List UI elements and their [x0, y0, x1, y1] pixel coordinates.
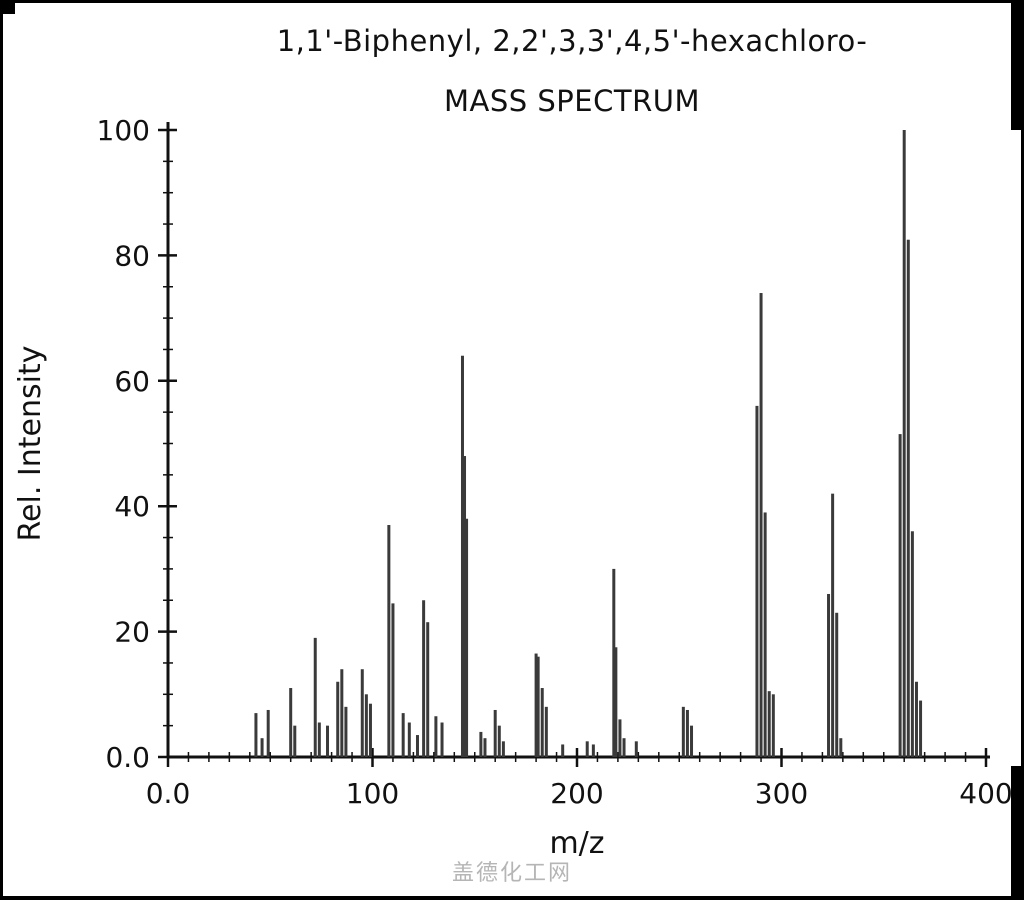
- peak-bar: [460, 355, 464, 757]
- watermark: 盖德化工网: [451, 861, 572, 886]
- peak-bar: [497, 725, 501, 757]
- tick-marks: [158, 128, 988, 767]
- y-axis-label: Rel. Intensity: [13, 346, 48, 542]
- peak-bar: [415, 735, 419, 757]
- peak-bar: [767, 691, 771, 757]
- x-tick-label: 200: [550, 777, 603, 810]
- peak-bar: [612, 568, 616, 757]
- peak-bar: [289, 688, 293, 757]
- peak-bar: [260, 738, 264, 757]
- x-tick-label: 0.0: [146, 777, 191, 810]
- peak-bar: [906, 239, 910, 758]
- y-tick-label: 0.0: [105, 741, 150, 774]
- peak-bar: [763, 512, 767, 757]
- peak-bar: [831, 493, 835, 757]
- peak-bar: [360, 669, 364, 757]
- peak-bar: [313, 637, 317, 757]
- peak-bar: [910, 531, 914, 757]
- frame-edge-bottom: [0, 896, 1024, 900]
- peak-bar: [434, 716, 438, 757]
- peak-bar: [759, 293, 763, 757]
- axes: [166, 122, 990, 759]
- frame-block-right-bottom: [1011, 766, 1024, 900]
- peak-bar: [479, 731, 483, 757]
- y-tick-label: 80: [114, 239, 150, 272]
- peak-bar: [344, 706, 348, 757]
- peak-bar: [690, 725, 694, 757]
- peak-bar: [422, 600, 426, 757]
- peak-bar: [440, 722, 444, 757]
- peak-bar: [919, 700, 923, 757]
- peak-bar: [835, 612, 839, 757]
- peak-bar: [839, 738, 843, 757]
- peak-bar: [364, 694, 368, 757]
- peak-bar: [544, 706, 548, 757]
- peak-bar: [634, 741, 638, 757]
- peak-bar: [340, 669, 344, 757]
- peak-bar: [534, 653, 538, 757]
- peak-bar: [755, 405, 759, 757]
- peak-bar: [326, 725, 330, 757]
- peak-bar: [254, 713, 258, 757]
- peak-bar: [827, 593, 831, 757]
- x-axis-label: m/z: [549, 826, 604, 861]
- peak-bar: [561, 744, 565, 757]
- peak-bar: [622, 738, 626, 757]
- minor-tick-marks: [163, 160, 967, 762]
- frame-block-right-top: [1011, 0, 1024, 130]
- peak-bar: [387, 525, 391, 757]
- peak-bar: [914, 681, 918, 757]
- peak-bar: [401, 713, 405, 757]
- chart-title: MASS SPECTRUM: [444, 84, 700, 118]
- peak-bar: [618, 719, 622, 757]
- y-tick-label: 20: [114, 616, 150, 649]
- peak-bar: [483, 738, 487, 757]
- peak-bar: [902, 130, 906, 757]
- peak-bar: [685, 709, 689, 757]
- frame-edge-right: [1021, 0, 1024, 900]
- y-tick-label: 100: [97, 114, 150, 147]
- peak-bar: [293, 725, 297, 757]
- frame-edge-top: [0, 0, 1024, 3]
- x-tick-label: 100: [346, 777, 399, 810]
- peak-bar: [681, 706, 685, 757]
- peak-bar: [266, 709, 270, 757]
- peak-bar: [614, 647, 618, 757]
- peak-bar: [501, 741, 505, 757]
- peak-bar: [426, 622, 430, 757]
- peak-bar: [536, 656, 540, 757]
- x-tick-label: 300: [755, 777, 808, 810]
- peak-bar: [771, 694, 775, 757]
- peak-bar: [898, 434, 902, 757]
- peak-bar: [463, 456, 467, 757]
- x-tick-label: 400: [959, 777, 1012, 810]
- peak-bar: [585, 741, 589, 757]
- peak-bar: [336, 681, 340, 757]
- y-tick-label: 60: [114, 365, 150, 398]
- frame-edge-left: [0, 0, 3, 900]
- peak-bar: [407, 722, 411, 757]
- frame-corner-top-left: [0, 0, 15, 14]
- peak-bar: [591, 744, 595, 757]
- spectrum-peaks: [254, 130, 923, 758]
- peak-bar: [317, 722, 321, 757]
- tick-labels: 0.0 100 200 300 400 0.0 20 40 60 80 100: [97, 114, 1013, 810]
- peak-bar: [493, 709, 497, 757]
- compound-title: 1,1'-Biphenyl, 2,2',3,3',4,5'-hexachloro…: [276, 24, 868, 58]
- peak-bar: [540, 688, 544, 757]
- peak-bar: [391, 603, 395, 757]
- peak-bar: [465, 518, 469, 757]
- peak-bar: [368, 703, 372, 757]
- y-tick-label: 40: [114, 490, 150, 523]
